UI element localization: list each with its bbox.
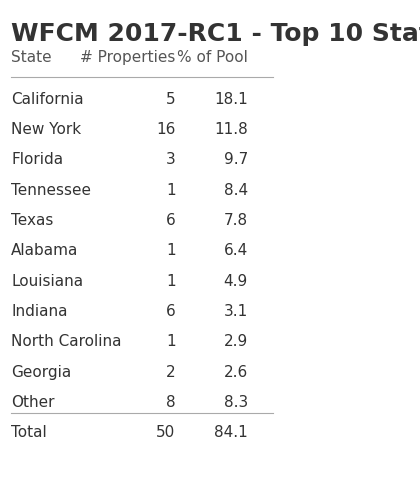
Text: 50: 50 [156,425,176,440]
Text: California: California [11,92,84,107]
Text: Tennessee: Tennessee [11,183,91,198]
Text: 8: 8 [166,395,176,410]
Text: 2: 2 [166,365,176,379]
Text: Texas: Texas [11,213,53,228]
Text: % of Pool: % of Pool [177,50,248,65]
Text: North Carolina: North Carolina [11,334,122,349]
Text: 6.4: 6.4 [224,243,248,258]
Text: Georgia: Georgia [11,365,71,379]
Text: 5: 5 [166,92,176,107]
Text: 8.4: 8.4 [224,183,248,198]
Text: 9.7: 9.7 [224,152,248,167]
Text: 8.3: 8.3 [224,395,248,410]
Text: Louisiana: Louisiana [11,274,83,289]
Text: 16: 16 [156,122,176,137]
Text: Alabama: Alabama [11,243,79,258]
Text: Florida: Florida [11,152,63,167]
Text: 2.6: 2.6 [224,365,248,379]
Text: 1: 1 [166,183,176,198]
Text: Indiana: Indiana [11,304,68,319]
Text: State: State [11,50,52,65]
Text: 84.1: 84.1 [214,425,248,440]
Text: Total: Total [11,425,47,440]
Text: 4.9: 4.9 [224,274,248,289]
Text: # Properties: # Properties [80,50,176,65]
Text: 18.1: 18.1 [214,92,248,107]
Text: 11.8: 11.8 [214,122,248,137]
Text: 3: 3 [166,152,176,167]
Text: 1: 1 [166,334,176,349]
Text: 6: 6 [166,304,176,319]
Text: 3.1: 3.1 [224,304,248,319]
Text: 2.9: 2.9 [224,334,248,349]
Text: WFCM 2017-RC1 - Top 10 States: WFCM 2017-RC1 - Top 10 States [11,22,420,46]
Text: 7.8: 7.8 [224,213,248,228]
Text: 1: 1 [166,274,176,289]
Text: 6: 6 [166,213,176,228]
Text: 1: 1 [166,243,176,258]
Text: New York: New York [11,122,81,137]
Text: Other: Other [11,395,55,410]
